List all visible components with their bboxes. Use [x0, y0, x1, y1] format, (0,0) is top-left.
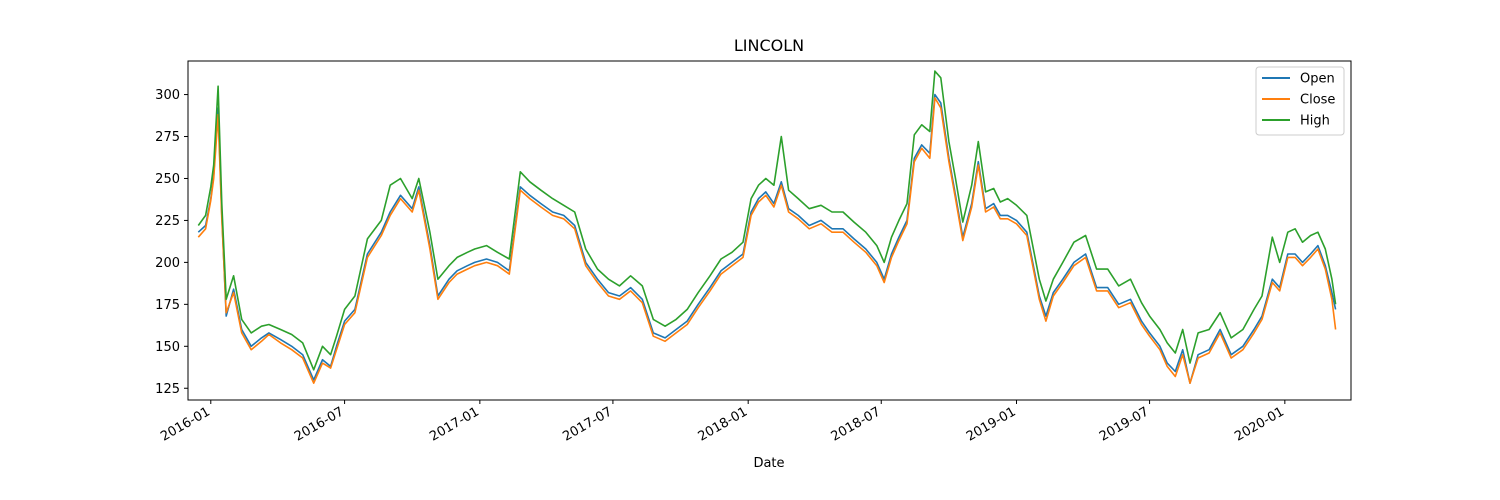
series-line-close	[197, 97, 1337, 385]
plot-area	[197, 70, 1337, 385]
y-tick-label: 300	[155, 88, 180, 103]
y-tick-label: 175	[155, 298, 180, 313]
y-tick-label: 200	[155, 256, 180, 271]
axes-frame	[187, 60, 1352, 401]
legend-label-close: Close	[1300, 93, 1335, 108]
legend-box	[1255, 66, 1345, 136]
chart-title: LINCOLN	[734, 36, 804, 55]
series-line-high	[197, 70, 1337, 371]
y-tick-label: 275	[155, 130, 180, 145]
legend-label-high: High	[1300, 114, 1330, 129]
legend: Open Close High	[1255, 66, 1345, 136]
y-tick-label: 225	[155, 214, 180, 229]
y-axis: 125 150 175 200 225 250 275 300	[155, 88, 188, 397]
legend-label-open: Open	[1300, 72, 1335, 87]
y-tick-label: 125	[155, 382, 180, 397]
y-tick-label: 250	[155, 172, 180, 187]
x-axis-title: Date	[753, 456, 784, 471]
y-tick-label: 150	[155, 340, 180, 355]
